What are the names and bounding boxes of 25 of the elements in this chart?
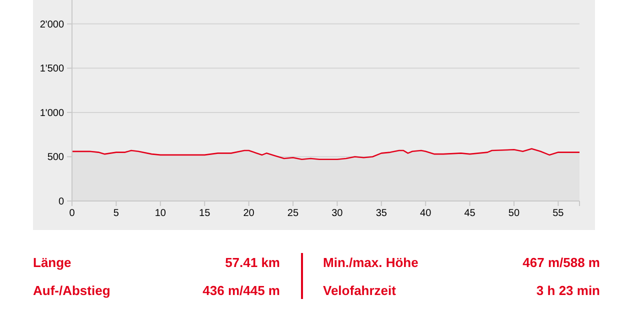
y-tick-label: 2'000 xyxy=(40,19,64,30)
x-tick-label: 40 xyxy=(420,208,432,219)
text: 3 h 23 min xyxy=(536,283,600,298)
x-tick-label: 5 xyxy=(113,208,120,219)
y-tick-label: 0 xyxy=(58,196,64,208)
text: 436 m/445 m xyxy=(202,283,280,298)
x-tick-label: 0 xyxy=(69,208,76,219)
x-tick-label: 25 xyxy=(287,208,299,219)
x-tick-label: 50 xyxy=(508,208,520,219)
x-tick-label: 30 xyxy=(332,208,344,219)
y-tick-label: 1'000 xyxy=(40,108,64,119)
y-tick-label: 500 xyxy=(47,152,64,164)
text: Velofahrzeit xyxy=(323,283,397,298)
text: Auf-/Abstieg xyxy=(33,283,110,298)
x-tick-label: 20 xyxy=(243,208,255,219)
x-tick-label: 15 xyxy=(199,208,211,219)
x-tick-label: 35 xyxy=(376,208,388,219)
x-tick-label: 10 xyxy=(154,208,166,219)
text: 467 m/588 m xyxy=(522,255,600,270)
text: Länge xyxy=(33,255,72,270)
text: 57.41 km xyxy=(225,255,280,270)
x-tick-label: 55 xyxy=(552,208,564,219)
x-tick-label: 45 xyxy=(464,208,476,219)
y-tick-label: 1'500 xyxy=(40,64,64,75)
text: Min./max. Höhe xyxy=(323,255,418,270)
